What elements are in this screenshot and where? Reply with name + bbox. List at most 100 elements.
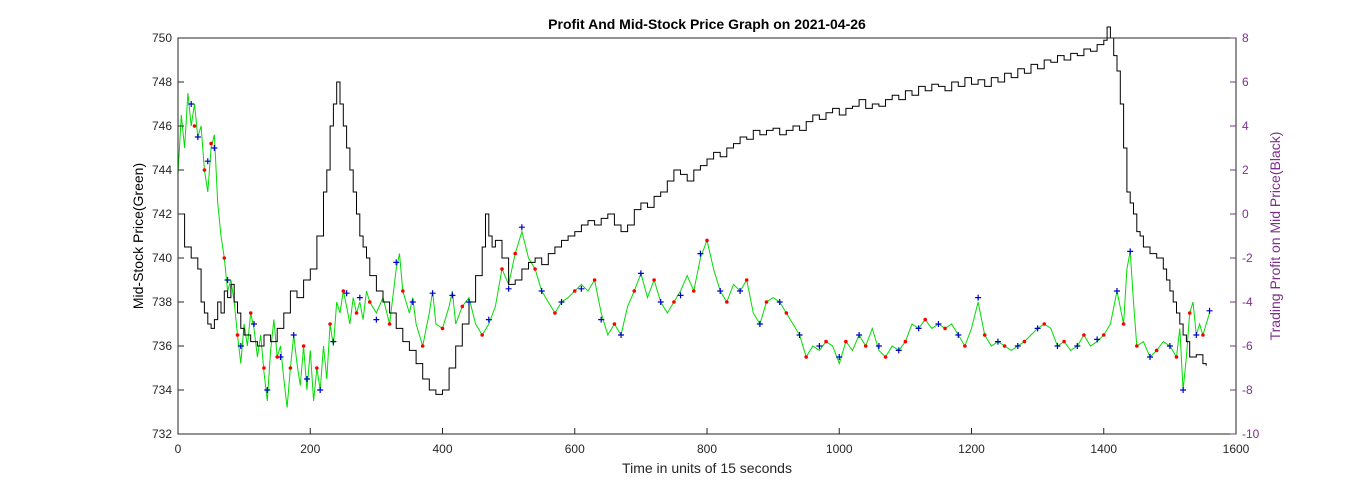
y-right-tick-label: -6 — [1242, 339, 1253, 353]
y-right-tick-label: 0 — [1242, 207, 1249, 221]
sell-marker — [672, 300, 676, 304]
buy-marker — [343, 290, 350, 297]
sell-marker — [824, 339, 828, 344]
buy-marker — [1094, 336, 1101, 343]
y-left-tick-label: 744 — [152, 163, 172, 177]
x-tick-label: 1400 — [1090, 442, 1117, 456]
buy-marker — [1147, 354, 1154, 360]
buy-marker — [915, 325, 922, 332]
series-layer — [177, 26, 1210, 408]
buy-marker — [317, 387, 324, 393]
sell-marker — [315, 366, 319, 370]
sell-marker — [612, 322, 617, 326]
sell-marker — [764, 300, 769, 304]
sell-marker — [725, 300, 729, 304]
x-tick-label: 1600 — [1223, 442, 1250, 456]
y-left-tick-label: 738 — [152, 295, 172, 309]
buy-marker — [224, 277, 231, 283]
buy-marker — [290, 332, 297, 338]
sell-marker — [1101, 333, 1106, 337]
buy-marker — [836, 354, 843, 360]
buy-marker — [264, 387, 271, 393]
y-left-tick-label: 746 — [152, 119, 172, 133]
sell-marker — [420, 344, 425, 348]
y-right-tick-label: 2 — [1242, 163, 1249, 177]
y-right-tick-label: -2 — [1242, 251, 1253, 265]
sell-marker — [275, 355, 279, 359]
sell-marker — [943, 326, 947, 331]
sell-marker — [705, 238, 709, 243]
buy-marker — [737, 288, 744, 294]
plot-area — [178, 38, 1236, 434]
buy-marker — [518, 224, 525, 231]
x-tick-label: 1200 — [958, 442, 985, 456]
sell-marker — [1135, 344, 1139, 348]
y-left-tick-label: 740 — [152, 251, 172, 265]
sell-marker — [903, 339, 908, 344]
sell-marker — [691, 289, 696, 293]
sell-marker — [301, 344, 306, 348]
buy-marker — [1014, 343, 1021, 349]
buy-marker — [875, 343, 882, 349]
sell-marker — [982, 333, 987, 337]
sell-marker — [1002, 344, 1007, 348]
buy-marker — [409, 299, 416, 305]
buy-marker — [756, 321, 763, 327]
marker-layer — [188, 101, 1213, 393]
x-axis: 0 200 400 600 800 1000 1200 1400 1600 — [175, 428, 1250, 456]
sell-marker — [923, 317, 928, 322]
buy-marker — [1206, 307, 1213, 314]
sell-marker — [553, 311, 557, 315]
y-left-tick-label: 742 — [152, 207, 172, 221]
buy-marker — [237, 343, 244, 349]
sell-marker — [804, 355, 808, 359]
y-left-tick-label: 750 — [152, 31, 172, 45]
x-tick-label: 200 — [300, 442, 320, 456]
sell-marker — [401, 289, 405, 293]
buy-marker — [1166, 343, 1173, 349]
x-tick-label: 1000 — [826, 442, 853, 456]
sell-marker — [863, 344, 868, 348]
sell-marker — [500, 267, 504, 271]
sell-marker — [235, 333, 240, 337]
sell-marker — [354, 311, 359, 315]
sell-marker — [262, 366, 266, 370]
y-axis-right-label: Trading Profit on Mid Price(Black) — [1267, 132, 1283, 341]
sell-marker — [1154, 348, 1159, 353]
y-left-tick-label: 748 — [152, 75, 172, 89]
y-left-tick-label: 736 — [152, 339, 172, 353]
x-axis-label: Time in units of 15 seconds — [622, 460, 792, 476]
y-axis-left-label: Mid-Stock Price(Green) — [130, 163, 146, 309]
sell-marker — [572, 289, 577, 293]
buy-marker — [1127, 248, 1134, 255]
buy-marker — [717, 288, 724, 294]
sell-marker — [387, 322, 392, 326]
sell-marker — [367, 300, 372, 304]
buy-marker — [1180, 387, 1187, 393]
buy-marker — [373, 316, 380, 323]
y-right-tick-label: 6 — [1242, 75, 1249, 89]
sell-marker — [652, 278, 656, 282]
buy-marker — [637, 270, 644, 277]
sell-marker — [460, 304, 465, 309]
buy-marker — [251, 321, 258, 327]
buy-marker — [1034, 325, 1041, 332]
sell-marker — [202, 168, 207, 172]
buy-marker — [393, 259, 400, 266]
y-right-tick-label: -10 — [1242, 427, 1260, 441]
y-right-tick-label: -8 — [1242, 383, 1253, 397]
buy-marker — [485, 316, 492, 323]
sell-marker — [533, 267, 537, 271]
buy-marker — [204, 158, 211, 165]
x-tick-label: 0 — [175, 442, 182, 456]
y-left-tick-label: 732 — [152, 427, 172, 441]
y-axis-left: 732 734 736 738 740 742 744 746 748 750 — [152, 31, 184, 441]
y-right-tick-label: 4 — [1242, 119, 1249, 133]
buy-marker — [429, 290, 436, 297]
buy-marker — [598, 316, 605, 323]
sell-marker — [328, 322, 332, 326]
sell-marker — [784, 311, 789, 315]
x-tick-label: 400 — [432, 442, 452, 456]
buy-marker — [1074, 343, 1081, 349]
